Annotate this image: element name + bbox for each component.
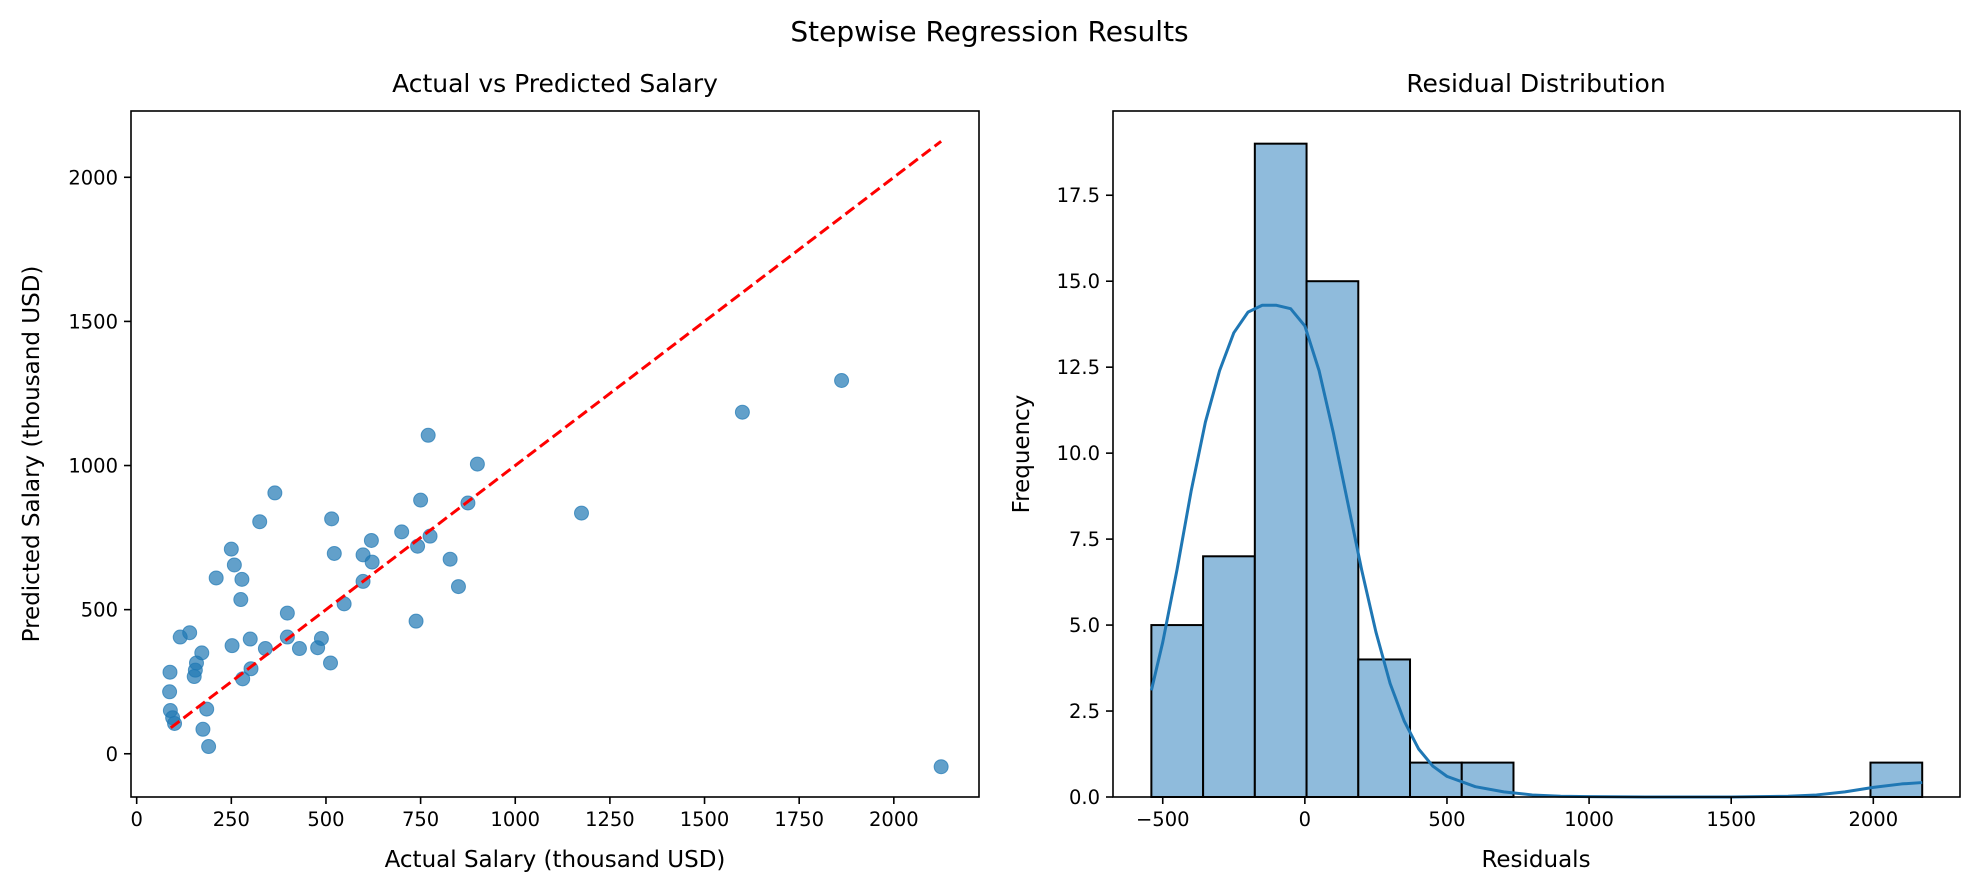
scatter-xtick-label-4: 1000	[490, 808, 540, 831]
scatter-chart: Actual vs Predicted Salary 0 250 500 750 100…	[19, 69, 980, 873]
histogram-bar-0	[1150, 624, 1205, 798]
histogram-ytick-label-1: 2.5	[1069, 700, 1100, 723]
scatter-point-45	[442, 551, 458, 567]
histogram-xtick-label-3: 1000	[1564, 808, 1614, 831]
histogram-ytick-label-7: 17.5	[1057, 184, 1100, 207]
scatter-point-48	[469, 456, 485, 472]
scatter-point-42	[413, 492, 429, 508]
scatter-xtick-label-5: 1250	[585, 808, 635, 831]
histogram-title: Residual Distribution	[1406, 69, 1665, 98]
histogram-frame	[1112, 110, 1961, 798]
histogram-ytick-label-3: 7.5	[1069, 528, 1100, 551]
histogram-bar-2	[1253, 142, 1308, 799]
scatter-point-50	[734, 404, 750, 420]
scatter-point-30	[313, 630, 329, 646]
scatter-ytick-label-2: 1000	[68, 455, 118, 478]
scatter-point-23	[252, 514, 268, 530]
scatter-point-52	[933, 759, 949, 775]
scatter-ylabel: Predicted Salary (thousand USD)	[19, 266, 45, 643]
scatter-ytick-label-1: 500	[81, 599, 118, 622]
scatter-point-38	[364, 554, 380, 570]
scatter-point-17	[226, 557, 242, 573]
histogram-xtick-label-4: 1500	[1706, 808, 1756, 831]
scatter-frame	[130, 110, 980, 798]
histogram-ytick-label-4: 10.0	[1057, 442, 1100, 465]
scatter-point-18	[233, 592, 249, 608]
histogram-ytick-label-2: 5.0	[1069, 614, 1100, 637]
histogram-bar-1	[1202, 555, 1256, 798]
scatter-point-43	[420, 427, 436, 443]
reference-line	[169, 140, 943, 730]
scatter-point-39	[394, 524, 410, 540]
scatter-point-6	[182, 625, 198, 641]
scatter-point-33	[326, 545, 342, 561]
scatter-point-11	[195, 721, 211, 737]
scatter-xtick-label-8: 2000	[869, 808, 919, 831]
scatter-xtick-label-1: 250	[213, 808, 250, 831]
histogram-plot-area	[1149, 142, 1924, 799]
histogram-xtick-label-1: 0	[1299, 808, 1311, 831]
scatter-point-14	[208, 570, 224, 586]
scatter-ytick-label-0: 0	[106, 743, 118, 766]
scatter-point-0	[162, 664, 178, 680]
scatter-point-21	[242, 631, 258, 647]
scatter-title: Actual vs Predicted Salary	[392, 69, 718, 98]
scatter-plot-area	[162, 140, 949, 775]
scatter-point-37	[363, 532, 379, 548]
scatter-point-24	[257, 641, 273, 657]
scatter-point-15	[223, 541, 239, 557]
scatter-xtick-label-2: 500	[307, 808, 344, 831]
scatter-point-32	[324, 511, 340, 527]
scatter-point-51	[834, 373, 850, 388]
histogram-bar-4	[1357, 658, 1412, 799]
scatter-point-27	[279, 629, 295, 645]
histogram-xlabel: Residuals	[1481, 847, 1590, 873]
scatter-point-40	[408, 613, 424, 629]
scatter-point-49	[574, 505, 589, 521]
scatter-point-28	[291, 641, 307, 657]
histogram-xtick-label-5: 2000	[1848, 808, 1898, 831]
scatter-xtick-label-7: 1750	[774, 808, 824, 831]
histogram-bar-7	[1869, 761, 1924, 798]
histogram-chart: Residual Distribution −500 0 500 1000 1500 20…	[1009, 69, 1961, 873]
scatter-ytick-label-3: 1500	[68, 310, 118, 333]
scatter-xtick-label-0: 0	[130, 808, 142, 831]
histogram-ticks: −500 0 500 1000 1500 2000 0.0 2.5 5.0 7.5 10.0 12.5…	[1057, 184, 1899, 831]
histogram-xtick-label-2: 500	[1428, 808, 1465, 831]
histogram-ylabel: Frequency	[1009, 395, 1035, 514]
scatter-ytick-label-4: 2000	[68, 166, 118, 189]
scatter-point-26	[279, 605, 295, 621]
scatter-xlabel: Actual Salary (thousand USD)	[385, 847, 726, 873]
histogram-ytick-label-5: 12.5	[1057, 356, 1100, 379]
figure-suptitle: Stepwise Regression Results	[790, 15, 1188, 48]
scatter-xtick-label-3: 750	[402, 808, 439, 831]
scatter-point-13	[201, 739, 217, 755]
scatter-xtick-label-6: 1500	[680, 808, 730, 831]
histogram-xtick-label-0: −500	[1136, 808, 1190, 831]
scatter-point-25	[267, 485, 283, 501]
scatter-point-12	[199, 701, 215, 717]
scatter-point-31	[323, 655, 339, 671]
scatter-point-10	[194, 645, 210, 661]
scatter-point-19	[234, 571, 250, 587]
histogram-bar-3	[1305, 280, 1360, 798]
scatter-point-46	[450, 579, 466, 595]
scatter-point-16	[224, 638, 240, 654]
histogram-ytick-label-6: 15.0	[1057, 270, 1100, 293]
histogram-ytick-label-0: 0.0	[1069, 786, 1100, 809]
scatter-ticks: 0 250 500 750 1000 1250 1500 1750 2000 0 500 1000 15…	[68, 166, 918, 831]
scatter-point-1	[162, 684, 178, 700]
